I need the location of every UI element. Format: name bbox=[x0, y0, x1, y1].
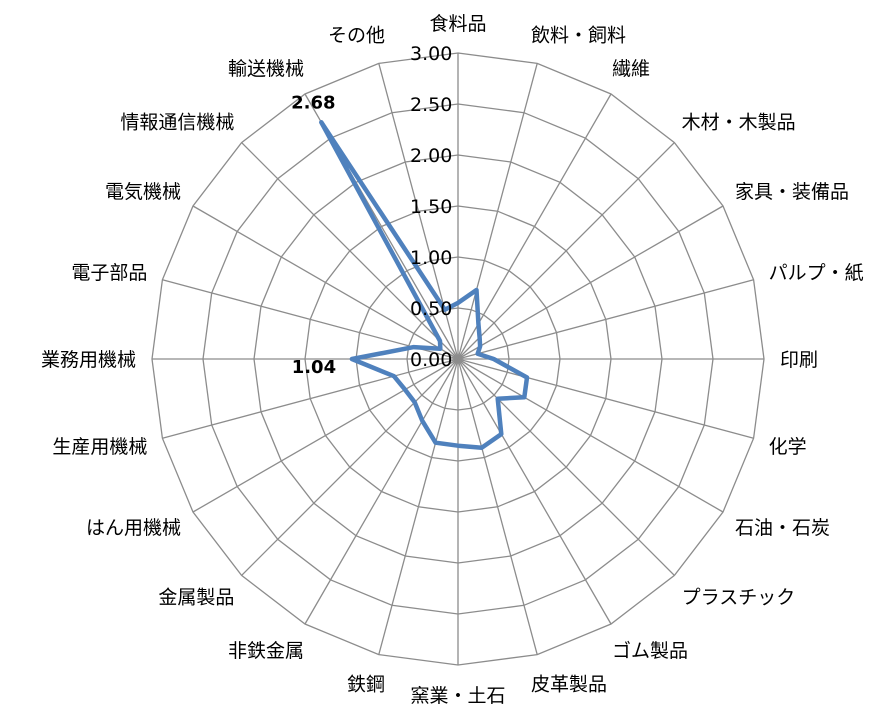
category-label: 繊維 bbox=[612, 58, 650, 80]
radial-tick-label: 2.50 bbox=[410, 94, 452, 116]
category-label: はん用機械 bbox=[86, 517, 181, 539]
series-layer bbox=[319, 120, 530, 450]
radial-tick-label: 0.50 bbox=[410, 298, 452, 320]
category-label: 木材・木製品 bbox=[682, 111, 796, 133]
data-label: 2.68 bbox=[291, 92, 335, 113]
data-label: 1.04 bbox=[292, 357, 336, 378]
category-label: 家具・装備品 bbox=[735, 181, 849, 203]
data-label-layer: 2.68 1.04 bbox=[291, 92, 336, 378]
category-label: 皮革製品 bbox=[531, 674, 607, 696]
category-label: 生産用機械 bbox=[52, 436, 147, 458]
grid-spoke bbox=[192, 205, 459, 360]
tick-label-layer: 0.00 0.50 1.00 1.50 2.00 2.50 3.00 bbox=[410, 43, 452, 371]
category-label: 印刷 bbox=[780, 349, 818, 371]
grid-spoke bbox=[241, 358, 459, 576]
grid-spoke bbox=[457, 358, 538, 655]
category-label: 情報通信機械 bbox=[120, 111, 234, 133]
category-label: パルプ・紙 bbox=[769, 262, 864, 284]
grid-spoke bbox=[457, 358, 724, 513]
grid-spoke bbox=[378, 358, 459, 655]
category-label: 輸送機械 bbox=[228, 58, 304, 80]
category-label-layer: 食料品飲料・飼料繊維木材・木製品家具・装備品パルプ・紙印刷化学石油・石炭プラスチ… bbox=[41, 13, 864, 707]
radial-tick-label: 3.00 bbox=[410, 43, 452, 65]
grid-spoke bbox=[457, 358, 612, 625]
category-label: 飲料・飼料 bbox=[531, 24, 626, 46]
series-line bbox=[319, 120, 530, 450]
category-label: プラスチック bbox=[682, 587, 796, 609]
radial-tick-label: 0.00 bbox=[410, 349, 452, 371]
category-label: 窯業・土石 bbox=[410, 685, 505, 707]
grid-spoke bbox=[457, 93, 612, 360]
radial-tick-label: 2.00 bbox=[410, 145, 452, 167]
category-label: 鉄鋼 bbox=[347, 674, 385, 696]
category-label: 非鉄金属 bbox=[228, 640, 304, 662]
radial-tick-label: 1.50 bbox=[410, 196, 452, 218]
grid-spoke bbox=[457, 279, 754, 360]
grid-spoke bbox=[457, 205, 724, 360]
category-label: ゴム製品 bbox=[612, 640, 688, 662]
grid-spoke bbox=[457, 142, 675, 360]
grid-spoke bbox=[304, 358, 459, 625]
radial-tick-label: 1.00 bbox=[410, 247, 452, 269]
category-label: 石油・石炭 bbox=[735, 517, 830, 539]
category-label: 金属製品 bbox=[158, 587, 234, 609]
grid-spoke bbox=[241, 142, 459, 360]
grid-spoke bbox=[457, 358, 675, 576]
category-label: 化学 bbox=[769, 436, 807, 458]
grid-spoke bbox=[457, 358, 754, 439]
category-label: 食料品 bbox=[429, 13, 486, 35]
category-label: 電気機械 bbox=[105, 181, 181, 203]
grid-spoke bbox=[192, 358, 459, 513]
category-label: 業務用機械 bbox=[41, 349, 136, 371]
grid-spoke bbox=[457, 63, 538, 360]
grid-spoke bbox=[162, 358, 459, 439]
category-label: 電子部品 bbox=[71, 262, 147, 284]
grid-layer bbox=[151, 52, 765, 666]
category-label: その他 bbox=[328, 24, 385, 46]
